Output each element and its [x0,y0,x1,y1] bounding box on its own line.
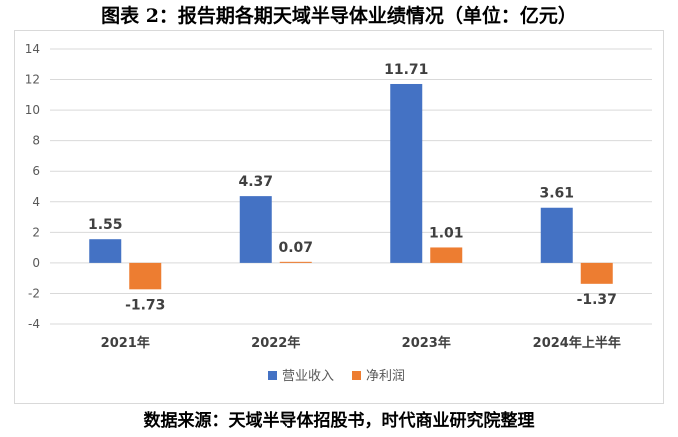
y-tick-label: 6 [32,164,40,178]
bar-net-profit [430,247,463,263]
x-tick-label: 2022年 [251,335,300,351]
data-label: -1.37 [577,292,617,308]
legend-label: 营业收入 [282,369,334,384]
y-tick-label: 14 [25,42,40,56]
y-tick-label: -2 [28,286,40,300]
chart-title: 图表 2：报告期各期天域半导体业绩情况（单位：亿元） [101,5,577,27]
bar-revenue [239,196,272,263]
legend-swatch [352,371,361,380]
data-label: 11.71 [384,62,428,78]
bar-revenue [540,207,573,263]
data-label: 3.61 [539,186,574,202]
y-tick-label: 12 [25,73,40,87]
x-tick-label: 2024年上半年 [533,335,621,351]
y-tick-label: 4 [32,195,40,209]
data-label: 1.01 [429,225,464,241]
y-tick-label: 2 [32,225,40,239]
y-tick-label: 8 [32,134,40,148]
legend-label: 净利润 [366,369,405,384]
data-label: 4.37 [238,174,273,190]
chart-frame [14,30,664,404]
x-tick-label: 2023年 [402,335,451,351]
y-tick-label: 0 [32,256,40,270]
x-tick-label: 2021年 [101,335,150,351]
bar-revenue [390,83,423,263]
bar-net-profit [580,262,613,284]
data-label: -1.73 [125,297,165,313]
bar-net-profit [129,262,162,290]
y-tick-label: 10 [25,103,40,117]
bar-net-profit [279,261,312,263]
data-source-note: 数据来源：天域半导体招股书，时代商业研究院整理 [143,411,535,431]
bar-revenue [89,239,122,263]
y-tick-label: -4 [28,317,40,331]
legend-swatch [268,371,277,380]
data-label: 0.07 [278,240,313,256]
data-label: 1.55 [88,217,123,233]
